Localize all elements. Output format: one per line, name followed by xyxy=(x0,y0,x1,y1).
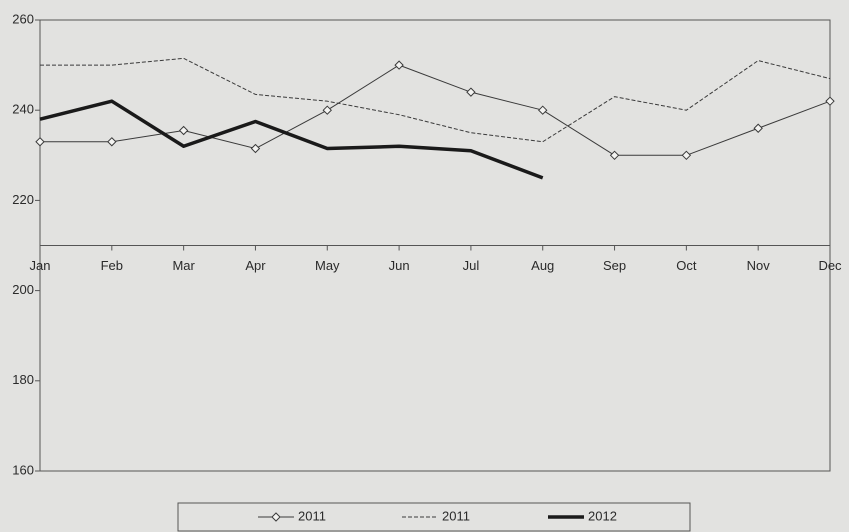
point-marker xyxy=(609,150,620,161)
y-tick-label: 180 xyxy=(12,372,34,387)
point-marker xyxy=(681,150,692,161)
x-tick-label: Feb xyxy=(101,258,123,273)
x-tick-label: Jan xyxy=(30,258,51,273)
series-line xyxy=(40,64,831,156)
x-tick-label: Nov xyxy=(747,258,771,273)
y-tick-label: 260 xyxy=(12,11,34,26)
legend-label: 2011 xyxy=(442,508,470,523)
legend-marker xyxy=(271,512,281,522)
point-marker xyxy=(107,137,117,147)
x-tick-label: Oct xyxy=(676,258,697,273)
x-tick-label: Apr xyxy=(245,258,266,273)
x-tick-label: Aug xyxy=(531,258,554,273)
legend-label: 2011 xyxy=(298,508,326,523)
point-marker xyxy=(250,143,261,154)
point-marker xyxy=(35,137,45,147)
x-tick-label: Dec xyxy=(818,258,842,273)
legend-box xyxy=(177,502,691,532)
point-marker xyxy=(322,105,332,115)
x-tick-label: Mar xyxy=(172,258,195,273)
y-tick-label: 220 xyxy=(12,192,34,207)
point-marker xyxy=(178,125,189,136)
x-tick-label: May xyxy=(315,258,340,273)
x-tick-label: Jun xyxy=(389,258,410,273)
x-tick-label: Sep xyxy=(603,258,626,273)
y-tick-label: 160 xyxy=(12,462,34,477)
series-line xyxy=(39,99,544,180)
point-marker xyxy=(538,105,548,115)
point-marker xyxy=(825,96,835,106)
legend-label: 2012 xyxy=(588,508,617,523)
x-tick-label: Jul xyxy=(463,258,480,273)
y-tick-label: 200 xyxy=(12,282,34,297)
point-marker xyxy=(753,123,763,133)
y-tick-label: 240 xyxy=(12,102,34,117)
point-marker xyxy=(394,60,404,70)
point-marker xyxy=(466,87,476,97)
